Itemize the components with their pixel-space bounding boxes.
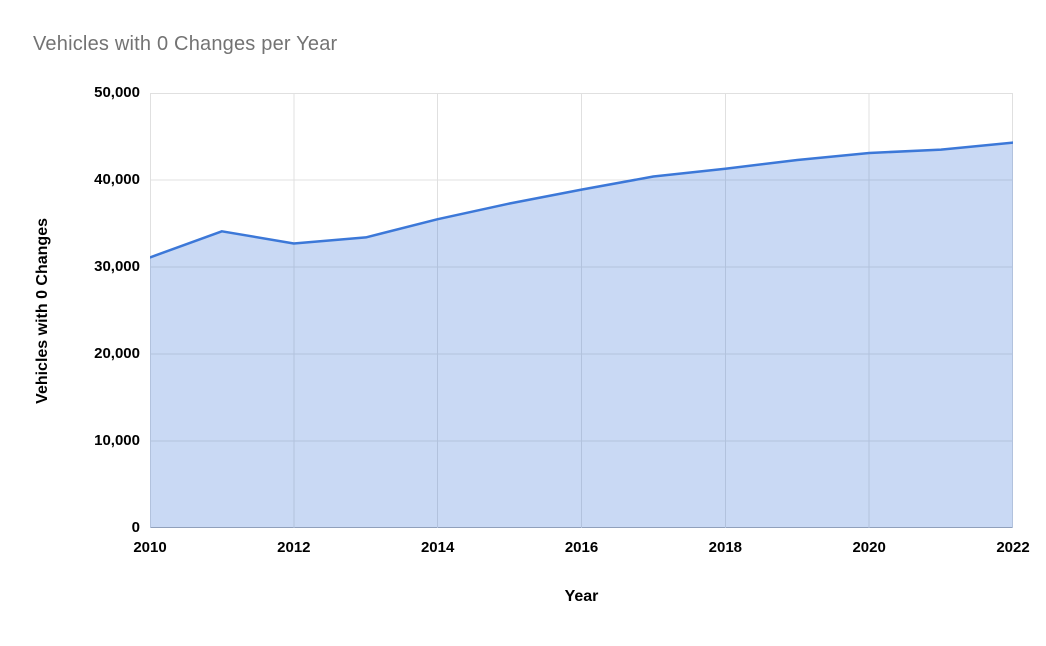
y-axis-tick-label: 40,000 xyxy=(94,171,140,188)
y-axis-tick-label: 10,000 xyxy=(94,432,140,449)
y-axis-title: Vehicles with 0 Changes xyxy=(26,93,60,528)
plot-area xyxy=(150,93,1013,528)
x-axis-tick-label: 2018 xyxy=(708,539,743,556)
x-axis-title: Year xyxy=(564,588,599,605)
y-axis-tick-label: 0 xyxy=(131,519,140,536)
x-axis-tick-label: 2022 xyxy=(996,539,1030,556)
y-axis-tick-label: 20,000 xyxy=(94,345,140,362)
x-axis-tick-label: 2010 xyxy=(133,539,167,556)
plot-svg xyxy=(150,93,1013,528)
x-axis-tick-label: 2014 xyxy=(420,539,455,556)
x-axis-tick-label: 2020 xyxy=(852,539,886,556)
x-axis-tick-label: 2012 xyxy=(277,539,311,556)
y-axis-tick-label: 50,000 xyxy=(94,84,140,101)
chart-title: Vehicles with 0 Changes per Year xyxy=(33,33,338,55)
y-axis-title-text: Vehicles with 0 Changes xyxy=(34,217,51,404)
y-axis-tick-label: 30,000 xyxy=(94,258,140,275)
area-fill xyxy=(150,142,1013,528)
series-line xyxy=(150,141,1013,259)
x-axis-tick-label: 2016 xyxy=(564,539,599,556)
